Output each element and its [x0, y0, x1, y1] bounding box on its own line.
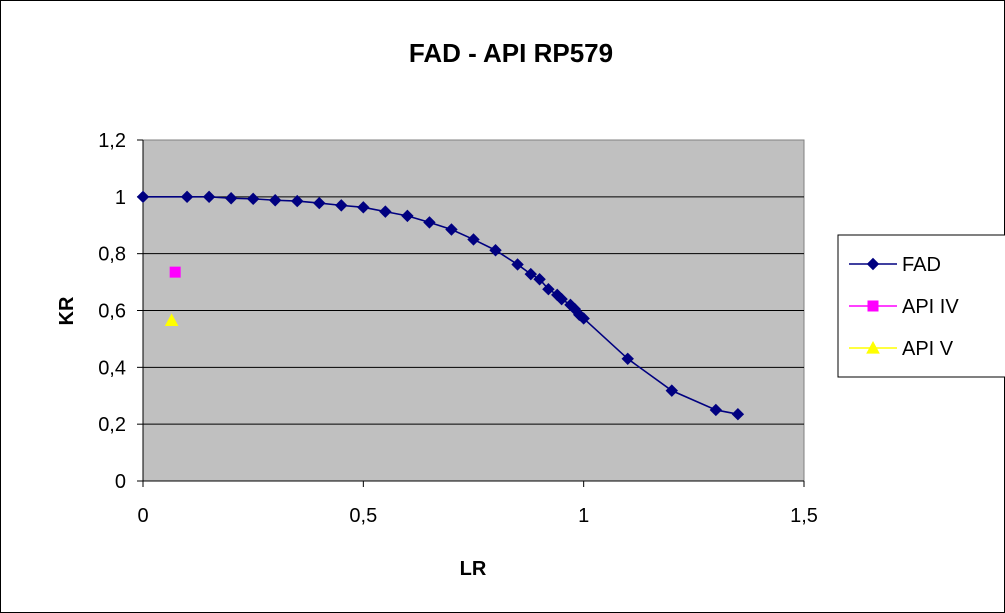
y-tick-label: 0	[115, 471, 126, 493]
data-point	[164, 313, 179, 327]
data-point	[136, 190, 150, 204]
data-point	[709, 403, 723, 417]
data-point	[335, 199, 348, 212]
series-fad	[136, 190, 745, 421]
data-point	[202, 190, 216, 204]
legend-item: API V	[849, 338, 954, 360]
x-tick-labels: 0 0,5 1 1,5	[137, 481, 818, 527]
data-point	[665, 384, 679, 397]
x-tick-label: 0	[137, 505, 148, 527]
y-tick-label: 0,8	[98, 244, 126, 266]
data-point	[731, 408, 745, 421]
x-tick-label: 0,5	[349, 505, 377, 527]
data-point	[379, 205, 392, 218]
data-point	[533, 273, 546, 286]
legend-label: API IV	[902, 296, 959, 318]
y-tick-label: 0,4	[98, 357, 126, 379]
y-tick-label: 0,6	[98, 301, 126, 323]
legend-label: API V	[902, 338, 954, 360]
data-point	[291, 194, 304, 208]
y-tick-label: 1,2	[98, 130, 126, 152]
y-tick-label: 1	[115, 187, 126, 209]
data-point	[180, 190, 194, 204]
y-tick-labels: 0 0,2 0,4 0,6 0,8 1 1,2	[98, 130, 143, 493]
legend: FAD API IV API V	[837, 234, 1005, 378]
x-axis-title: LR	[460, 558, 487, 580]
data-point	[313, 196, 326, 210]
data-point	[423, 216, 436, 229]
data-point	[621, 352, 634, 366]
data-point	[445, 223, 458, 236]
x-tick-label: 1,5	[790, 505, 818, 527]
data-point	[577, 312, 590, 325]
series-api-iv	[169, 266, 181, 278]
x-tick-label: 1	[578, 505, 589, 527]
chart-title: FAD - API RP579	[409, 38, 613, 68]
legend-marker	[867, 300, 879, 312]
y-axis-title: KR	[56, 296, 78, 325]
data-point	[401, 209, 414, 223]
legend-marker	[866, 340, 880, 354]
y-tick-label: 0,2	[98, 414, 126, 436]
legend-item: API IV	[849, 296, 959, 318]
data-point	[555, 292, 568, 306]
series-api-v	[164, 313, 179, 327]
data-point	[511, 258, 524, 271]
data-point	[224, 192, 238, 205]
legend-item: FAD	[849, 254, 941, 276]
data-point	[524, 267, 537, 281]
data-point	[246, 192, 260, 206]
data-point	[357, 201, 370, 214]
data-point	[542, 282, 555, 296]
legend-marker	[866, 257, 880, 271]
data-point	[169, 266, 181, 278]
data-point	[467, 233, 480, 246]
data-point	[489, 244, 502, 257]
data-point	[268, 194, 282, 207]
series-layer	[136, 190, 745, 421]
legend-label: FAD	[902, 254, 941, 276]
